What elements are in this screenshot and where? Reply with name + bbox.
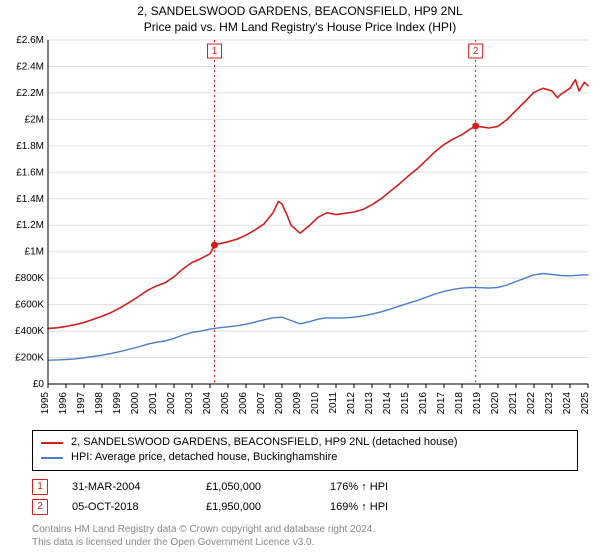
marker-hpi: 169% ↑ HPI <box>330 501 420 513</box>
legend-row: HPI: Average price, detached house, Buck… <box>41 450 569 465</box>
footer-line-2: This data is licensed under the Open Gov… <box>32 536 578 549</box>
svg-text:£2.6M: £2.6M <box>16 35 44 46</box>
svg-text:£400K: £400K <box>15 326 44 337</box>
marker-badge: 2 <box>32 499 48 515</box>
svg-text:2017: 2017 <box>436 392 447 415</box>
svg-text:£1.8M: £1.8M <box>16 141 44 152</box>
svg-text:2002: 2002 <box>166 392 177 415</box>
svg-text:1996: 1996 <box>58 392 69 415</box>
svg-text:2020: 2020 <box>490 392 501 415</box>
title-sub: Price paid vs. HM Land Registry's House … <box>0 20 600 34</box>
svg-text:£0: £0 <box>33 379 45 390</box>
marker-date: 05-OCT-2018 <box>72 501 182 513</box>
svg-text:2006: 2006 <box>238 392 249 415</box>
svg-text:2009: 2009 <box>292 392 303 415</box>
legend-swatch <box>41 457 63 459</box>
legend-row: 2, SANDELSWOOD GARDENS, BEACONSFIELD, HP… <box>41 435 569 450</box>
svg-text:2024: 2024 <box>562 392 573 415</box>
svg-text:1995: 1995 <box>40 392 51 415</box>
footer-attribution: Contains HM Land Registry data © Crown c… <box>32 523 578 549</box>
svg-text:2016: 2016 <box>418 392 429 415</box>
svg-text:2022: 2022 <box>526 392 537 415</box>
svg-text:£1.4M: £1.4M <box>16 194 44 205</box>
svg-text:2000: 2000 <box>130 392 141 415</box>
svg-text:1999: 1999 <box>112 392 123 415</box>
marker-hpi: 176% ↑ HPI <box>330 481 420 493</box>
marker-badge: 1 <box>32 479 48 495</box>
svg-text:2008: 2008 <box>274 392 285 415</box>
svg-text:£200K: £200K <box>15 353 44 364</box>
svg-text:£2.2M: £2.2M <box>16 88 44 99</box>
svg-text:2025: 2025 <box>580 392 591 415</box>
svg-text:£2M: £2M <box>25 114 44 125</box>
svg-text:2: 2 <box>473 46 479 57</box>
chart-titles: 2, SANDELSWOOD GARDENS, BEACONSFIELD, HP… <box>0 0 600 34</box>
svg-text:2021: 2021 <box>508 392 519 415</box>
svg-text:2001: 2001 <box>148 392 159 415</box>
svg-text:1: 1 <box>212 46 218 57</box>
svg-text:2015: 2015 <box>400 392 411 415</box>
svg-text:£1M: £1M <box>25 247 44 258</box>
legend-label: 2, SANDELSWOOD GARDENS, BEACONSFIELD, HP… <box>71 435 458 450</box>
marker-row: 2 05-OCT-2018 £1,950,000 169% ↑ HPI <box>32 497 578 517</box>
marker-date: 31-MAR-2004 <box>72 481 182 493</box>
sale-markers-table: 1 31-MAR-2004 £1,050,000 176% ↑ HPI 2 05-OCT-… <box>32 477 578 517</box>
footer-line-1: Contains HM Land Registry data © Crown c… <box>32 523 578 536</box>
svg-text:£600K: £600K <box>15 300 44 311</box>
svg-text:£800K: £800K <box>15 273 44 284</box>
svg-text:2007: 2007 <box>256 392 267 415</box>
marker-row: 1 31-MAR-2004 £1,050,000 176% ↑ HPI <box>32 477 578 497</box>
svg-text:2003: 2003 <box>184 392 195 415</box>
chart-area: £0 £200K £400K £600K £800K £1M £1.2M £1.4M £1.6M… <box>0 34 600 424</box>
svg-text:2014: 2014 <box>382 392 393 415</box>
svg-text:2012: 2012 <box>346 392 357 415</box>
legend: 2, SANDELSWOOD GARDENS, BEACONSFIELD, HP… <box>32 430 578 471</box>
svg-text:1998: 1998 <box>94 392 105 415</box>
svg-text:£1.6M: £1.6M <box>16 167 44 178</box>
legend-swatch <box>41 442 63 444</box>
svg-text:1997: 1997 <box>76 392 87 415</box>
svg-text:2004: 2004 <box>202 392 213 415</box>
legend-label: HPI: Average price, detached house, Buck… <box>71 450 337 465</box>
svg-text:2005: 2005 <box>220 392 231 415</box>
svg-text:2019: 2019 <box>472 392 483 415</box>
marker-price: £1,950,000 <box>206 501 306 513</box>
line-chart: £0 £200K £400K £600K £800K £1M £1.2M £1.4M £1.6M… <box>0 34 600 424</box>
svg-text:£2.4M: £2.4M <box>16 61 44 72</box>
svg-text:2010: 2010 <box>310 392 321 415</box>
svg-text:2013: 2013 <box>364 392 375 415</box>
svg-text:2018: 2018 <box>454 392 465 415</box>
svg-text:£1.2M: £1.2M <box>16 220 44 231</box>
title-main: 2, SANDELSWOOD GARDENS, BEACONSFIELD, HP… <box>0 4 600 18</box>
marker-price: £1,050,000 <box>206 481 306 493</box>
svg-text:2023: 2023 <box>544 392 555 415</box>
svg-text:2011: 2011 <box>328 392 339 414</box>
